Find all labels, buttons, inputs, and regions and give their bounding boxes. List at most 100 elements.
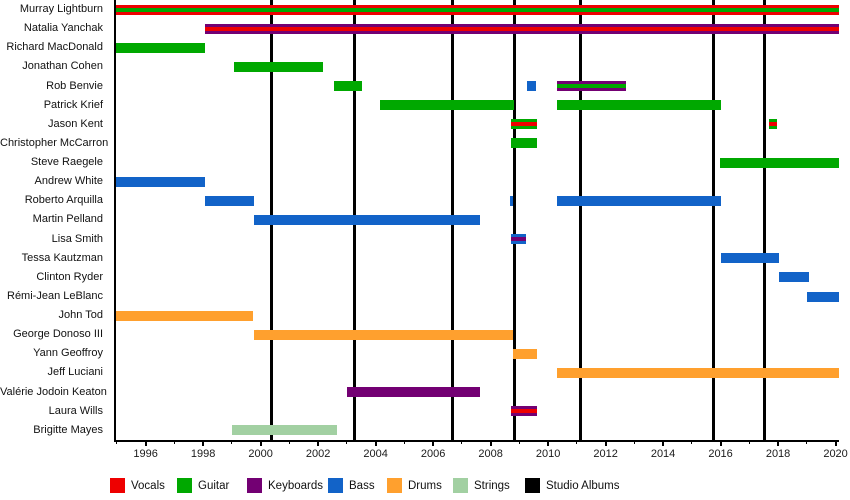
member-name-label: Lisa Smith: [51, 232, 103, 245]
x-axis-tick: [403, 440, 405, 444]
studio-album-line: [512, 0, 516, 440]
x-axis-tick: [259, 440, 262, 446]
x-axis-tick: [489, 440, 492, 446]
legend-swatch-keyboards: [247, 478, 262, 493]
x-axis-tick: [662, 440, 665, 446]
x-axis-tick: [346, 440, 348, 444]
x-axis-tick: [461, 440, 463, 444]
x-axis-tick-label: 2018: [765, 448, 791, 460]
member-period-bar: [557, 81, 627, 92]
member-name-label: Patrick Krief: [43, 98, 103, 111]
x-axis-tick-label: 2000: [248, 448, 273, 460]
member-period-bar: [719, 157, 839, 168]
x-axis-tick-label: 2002: [305, 448, 331, 460]
member-name-label: Rémi-Jean LeBlanc: [7, 289, 103, 302]
member-name-label: Steve Raegele: [30, 156, 103, 169]
legend-swatch-drums: [387, 478, 402, 493]
member-period-bar: [511, 119, 538, 130]
x-axis-tick: [173, 440, 175, 444]
member-period-bar: [253, 329, 513, 340]
x-axis-tick: [231, 440, 233, 444]
member-name-label: Tessa Kautzman: [21, 251, 103, 264]
member-name-label: Laura Wills: [48, 404, 103, 417]
member-period-bar: [116, 310, 253, 321]
member-name-label: Natalia Yanchak: [23, 22, 103, 35]
member-period-bar: [721, 253, 779, 264]
legend-label: Keyboards: [268, 479, 323, 492]
x-axis-tick: [576, 440, 578, 444]
member-period-bar: [116, 4, 839, 15]
x-axis-tick: [116, 440, 118, 444]
member-name-label: Murray Lightburn: [19, 3, 103, 15]
x-axis-tick-label: 2010: [535, 448, 561, 460]
member-name-label: Rob Benvie: [46, 79, 103, 92]
member-period-bar: [511, 234, 526, 245]
member-period-bar: [509, 195, 514, 206]
member-period-bar: [527, 81, 536, 92]
member-period-bar: [205, 195, 254, 206]
member-labels: Murray Lightburn Natalia Yanchak Richard M…: [0, 0, 110, 440]
member-period-bar: [334, 81, 362, 92]
legend-label: Guitar: [198, 479, 230, 492]
legend-label: Studio Albums: [546, 479, 620, 492]
member-name-label: Jonathan Cohen: [22, 60, 103, 73]
member-period-bar: [253, 215, 480, 225]
x-axis-tick-label: 2020: [823, 448, 848, 460]
member-period-bar: [511, 406, 538, 417]
member-period-bar: [347, 387, 480, 398]
member-period-bar: [233, 61, 323, 72]
x-axis-tick: [604, 440, 607, 446]
legend-item: Strings: [453, 478, 510, 493]
x-axis-tick: [777, 440, 780, 446]
x-axis-tick-label: 2016: [708, 448, 733, 460]
member-name-label: John Tod: [58, 309, 103, 322]
studio-album-line: [712, 0, 716, 440]
member-name-label: Roberto Arquilla: [24, 194, 103, 207]
studio-album-line: [762, 0, 766, 440]
member-name-label: Jason Kent: [47, 117, 103, 130]
member-name-label: Yann Geoffroy: [33, 347, 103, 360]
member-period-bar: [232, 425, 338, 436]
legend-swatch-vocals: [110, 478, 125, 493]
x-axis-tick: [317, 440, 320, 446]
member-name-label: George Donoso III: [13, 328, 103, 341]
legend-label: Drums: [408, 479, 442, 492]
x-axis-tick: [719, 440, 722, 446]
x-axis-tick: [288, 440, 290, 444]
x-axis-tick-label: 1998: [190, 448, 216, 460]
member-period-bar: [557, 100, 722, 111]
member-period-bar: [511, 138, 538, 149]
member-name-label: Martin Pelland: [32, 213, 103, 226]
x-axis-tick: [691, 440, 693, 444]
member-period-bar: [512, 348, 538, 359]
legend-swatch-strings: [453, 478, 468, 493]
x-axis-tick: [518, 440, 520, 444]
x-axis-tick: [806, 440, 808, 444]
member-name-label: Jeff Luciani: [47, 366, 103, 379]
member-period-bar: [768, 119, 778, 130]
member-name-label: Christopher McCarron: [0, 136, 109, 149]
member-name-label: Andrew White: [34, 175, 103, 188]
member-period-bar: [557, 195, 722, 206]
member-period-bar: [116, 176, 206, 187]
legend-item: Guitar: [177, 478, 229, 493]
member-name-label: Valérie Jodoin Keaton: [0, 385, 107, 398]
legend-item: Drums: [387, 478, 442, 493]
legend-label: Bass: [349, 479, 375, 492]
x-axis-tick-label: 2004: [363, 448, 388, 460]
legend-label: Vocals: [131, 479, 165, 492]
x-axis-tick: [834, 440, 837, 446]
x-axis-tick: [144, 440, 147, 446]
x-axis-tick: [202, 440, 205, 446]
legend-swatch-studio_albums: [525, 478, 540, 493]
legend: Vocals Guitar Keyboards Bass Drums Strings Stu…: [0, 478, 850, 494]
member-period-bar: [205, 23, 839, 34]
member-period-bar: [380, 100, 515, 111]
x-axis-tick: [633, 440, 635, 444]
studio-album-line: [578, 0, 582, 440]
x-axis-tick-label: 2014: [650, 448, 676, 460]
legend-item: Vocals: [110, 478, 165, 493]
x-axis-tick-label: 2012: [593, 448, 618, 460]
x-axis-tick: [748, 440, 750, 444]
